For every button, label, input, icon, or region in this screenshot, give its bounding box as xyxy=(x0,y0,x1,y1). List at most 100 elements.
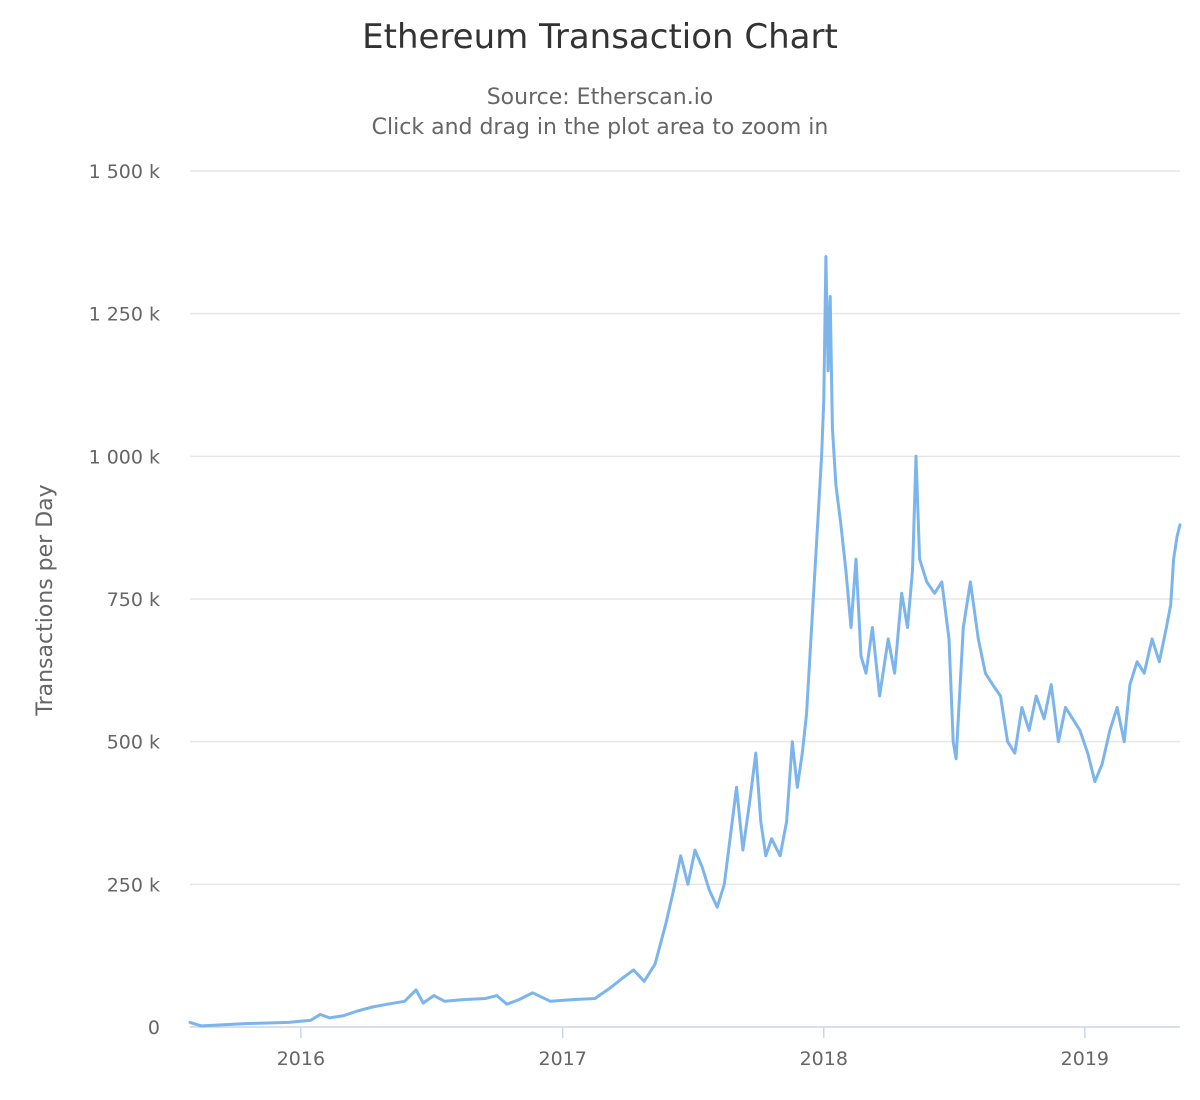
data-point[interactable] xyxy=(342,1014,345,1017)
data-point[interactable] xyxy=(801,751,804,755)
data-point[interactable] xyxy=(1035,694,1038,698)
data-point[interactable] xyxy=(531,991,534,994)
data-point[interactable] xyxy=(977,637,980,641)
data-point[interactable] xyxy=(887,637,890,641)
data-point[interactable] xyxy=(940,580,943,584)
data-point[interactable] xyxy=(820,455,823,458)
data-point[interactable] xyxy=(918,557,921,561)
data-point[interactable] xyxy=(432,994,436,997)
data-point[interactable] xyxy=(826,369,830,372)
data-point[interactable] xyxy=(653,963,657,966)
data-point[interactable] xyxy=(805,711,808,715)
data-point[interactable] xyxy=(632,968,635,972)
data-point[interactable] xyxy=(371,1005,374,1009)
data-point[interactable] xyxy=(849,626,853,629)
data-point[interactable] xyxy=(1057,740,1060,743)
data-point[interactable] xyxy=(403,1000,406,1003)
data-point[interactable] xyxy=(785,820,788,823)
data-point[interactable] xyxy=(1169,603,1172,606)
data-point[interactable] xyxy=(871,626,874,629)
data-point[interactable] xyxy=(933,592,936,595)
data-point[interactable] xyxy=(893,672,896,675)
data-point[interactable] xyxy=(356,1009,359,1013)
data-point[interactable] xyxy=(1050,683,1053,686)
data-point[interactable] xyxy=(549,1000,552,1003)
data-point[interactable] xyxy=(610,985,613,989)
data-point[interactable] xyxy=(716,906,719,909)
data-point[interactable] xyxy=(1100,763,1104,766)
data-point[interactable] xyxy=(911,569,914,572)
data-point[interactable] xyxy=(517,998,521,1001)
data-point[interactable] xyxy=(1108,729,1112,732)
data-point[interactable] xyxy=(620,977,624,980)
data-point[interactable] xyxy=(796,786,799,789)
data-point[interactable] xyxy=(859,654,863,658)
data-point[interactable] xyxy=(952,740,955,743)
data-point[interactable] xyxy=(701,866,704,869)
data-point[interactable] xyxy=(1135,660,1139,663)
data-point[interactable] xyxy=(999,694,1002,698)
data-point[interactable] xyxy=(1123,740,1126,743)
data-point[interactable] xyxy=(1178,523,1182,526)
data-point[interactable] xyxy=(1078,729,1082,732)
data-point[interactable] xyxy=(844,569,848,572)
data-point[interactable] xyxy=(593,997,597,1000)
data-point[interactable] xyxy=(679,854,682,857)
data-point[interactable] xyxy=(1064,706,1067,709)
data-point[interactable] xyxy=(791,740,794,743)
data-point[interactable] xyxy=(1093,780,1097,783)
data-point[interactable] xyxy=(443,1000,446,1003)
data-point[interactable] xyxy=(730,826,733,829)
data-point[interactable] xyxy=(759,820,762,823)
data-point[interactable] xyxy=(672,888,675,892)
data-point[interactable] xyxy=(1175,535,1179,538)
data-point[interactable] xyxy=(319,1013,322,1016)
data-point[interactable] xyxy=(831,426,834,429)
data-point[interactable] xyxy=(1165,626,1168,629)
data-point[interactable] xyxy=(854,557,858,561)
data-point[interactable] xyxy=(770,837,773,840)
data-point[interactable] xyxy=(1128,683,1132,686)
data-point[interactable] xyxy=(741,848,745,852)
plot-area[interactable] xyxy=(188,255,1182,1028)
data-point[interactable] xyxy=(462,998,465,1001)
data-point[interactable] xyxy=(495,994,499,997)
data-point[interactable] xyxy=(754,751,757,755)
data-point[interactable] xyxy=(1086,751,1089,755)
data-point[interactable] xyxy=(1020,706,1024,709)
series-line-transactions[interactable] xyxy=(188,255,1182,1028)
data-point[interactable] xyxy=(764,854,767,857)
data-point[interactable] xyxy=(914,455,918,458)
data-point[interactable] xyxy=(906,626,909,629)
data-point[interactable] xyxy=(505,1003,509,1006)
data-point[interactable] xyxy=(1027,729,1031,732)
data-point[interactable] xyxy=(309,1019,313,1022)
data-point[interactable] xyxy=(947,637,951,641)
data-point[interactable] xyxy=(414,988,418,992)
data-point[interactable] xyxy=(1071,717,1074,720)
data-point[interactable] xyxy=(969,580,972,584)
data-point[interactable] xyxy=(1115,706,1119,709)
data-point[interactable] xyxy=(864,672,868,675)
data-point[interactable] xyxy=(900,592,903,595)
data-point[interactable] xyxy=(222,1023,225,1026)
data-point[interactable] xyxy=(188,1021,192,1024)
data-point[interactable] xyxy=(925,580,928,584)
data-point[interactable] xyxy=(834,483,838,487)
data-point[interactable] xyxy=(686,883,690,886)
data-point[interactable] xyxy=(839,523,843,526)
data-point[interactable] xyxy=(643,980,646,983)
data-point[interactable] xyxy=(571,998,574,1001)
data-point[interactable] xyxy=(328,1016,331,1020)
data-point[interactable] xyxy=(422,1001,425,1005)
data-point[interactable] xyxy=(1042,717,1046,720)
data-point[interactable] xyxy=(1158,660,1161,663)
data-point[interactable] xyxy=(824,255,828,258)
data-point[interactable] xyxy=(878,694,881,698)
data-point[interactable] xyxy=(991,683,994,686)
data-point[interactable] xyxy=(287,1021,290,1024)
data-point[interactable] xyxy=(664,923,667,926)
data-point[interactable] xyxy=(962,626,965,629)
